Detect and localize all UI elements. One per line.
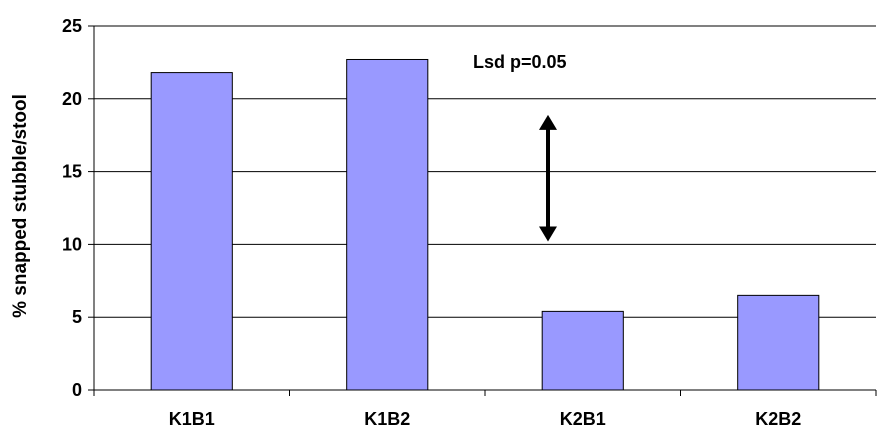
y-tick-label: 25: [62, 16, 82, 36]
bar-k2b2: [737, 294, 820, 391]
x-tick-label: K2B1: [560, 409, 606, 429]
bar-k2b1: [541, 310, 624, 391]
bar-k1b2: [346, 58, 429, 391]
y-tick-label: 20: [62, 89, 82, 109]
x-tick-label: K2B2: [755, 409, 801, 429]
y-tick-labels: 0 5 10 15 20 25: [62, 16, 82, 400]
x-tick-label: K1B1: [169, 409, 215, 429]
bar-k1b1: [150, 72, 233, 391]
bars: [150, 58, 820, 391]
y-tick-label: 0: [72, 380, 82, 400]
x-tick-labels: K1B1 K1B2 K2B1 K2B2: [169, 409, 802, 429]
arrow-head-down: [539, 226, 557, 242]
y-tick-label: 5: [72, 307, 82, 327]
arrow-head-up: [539, 114, 557, 130]
lsd-annotation-label: Lsd p=0.05: [473, 52, 567, 72]
y-axis-title: % snapped stubble/stool: [10, 94, 31, 318]
y-tick-label: 10: [62, 234, 82, 254]
axes: [88, 25, 877, 396]
x-tick-label: K1B2: [364, 409, 410, 429]
y-tick-label: 15: [62, 162, 82, 182]
lsd-double-arrow: [539, 114, 557, 242]
